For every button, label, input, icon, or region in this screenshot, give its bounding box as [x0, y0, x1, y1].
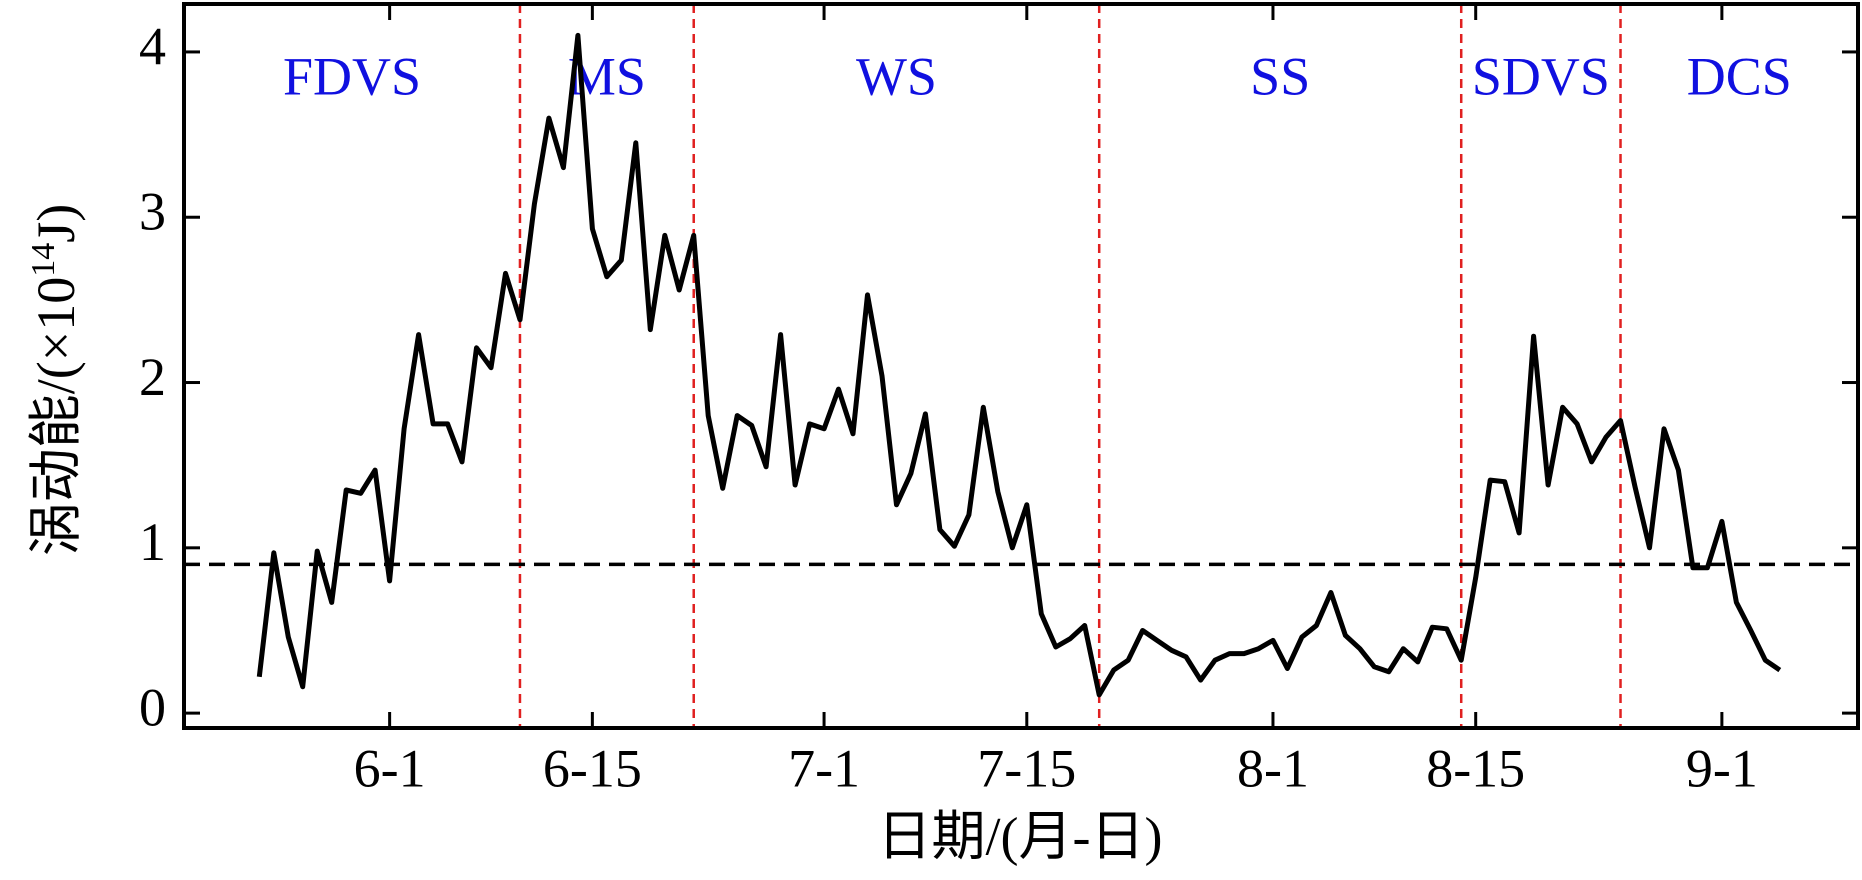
x-tick-label: 6-15: [543, 738, 642, 798]
x-tick-label: 9-1: [1686, 738, 1758, 798]
data-line: [256, 32, 1782, 698]
x-tick-label: 6-1: [354, 738, 426, 798]
phase-label: SDVS: [1472, 46, 1610, 106]
x-tick-label: 8-15: [1426, 738, 1525, 798]
plot-frame: [182, 2, 1860, 730]
phase-label: WS: [856, 46, 937, 106]
phase-label: SS: [1250, 46, 1310, 106]
y-axis-label-prefix: 涡动能/(×10: [26, 277, 86, 556]
y-tick-label: 1: [139, 512, 166, 572]
y-axis-label: 涡动能/(×1014J): [25, 204, 87, 556]
x-tick-label: 7-15: [977, 738, 1076, 798]
y-tick-label: 2: [139, 347, 166, 407]
y-tick-label: 3: [139, 182, 166, 242]
y-axis-label-sup: 14: [25, 243, 62, 277]
x-tick-label: 8-1: [1237, 738, 1309, 798]
phase-label: FDVS: [283, 46, 421, 106]
phase-label: DCS: [1687, 46, 1792, 106]
x-tick-label: 7-1: [788, 738, 860, 798]
x-axis-label: 日期/(月-日): [878, 806, 1163, 866]
y-axis-label-suffix: J): [26, 204, 86, 243]
y-tick-label: 0: [139, 678, 166, 738]
y-tick-label: 4: [139, 16, 166, 76]
